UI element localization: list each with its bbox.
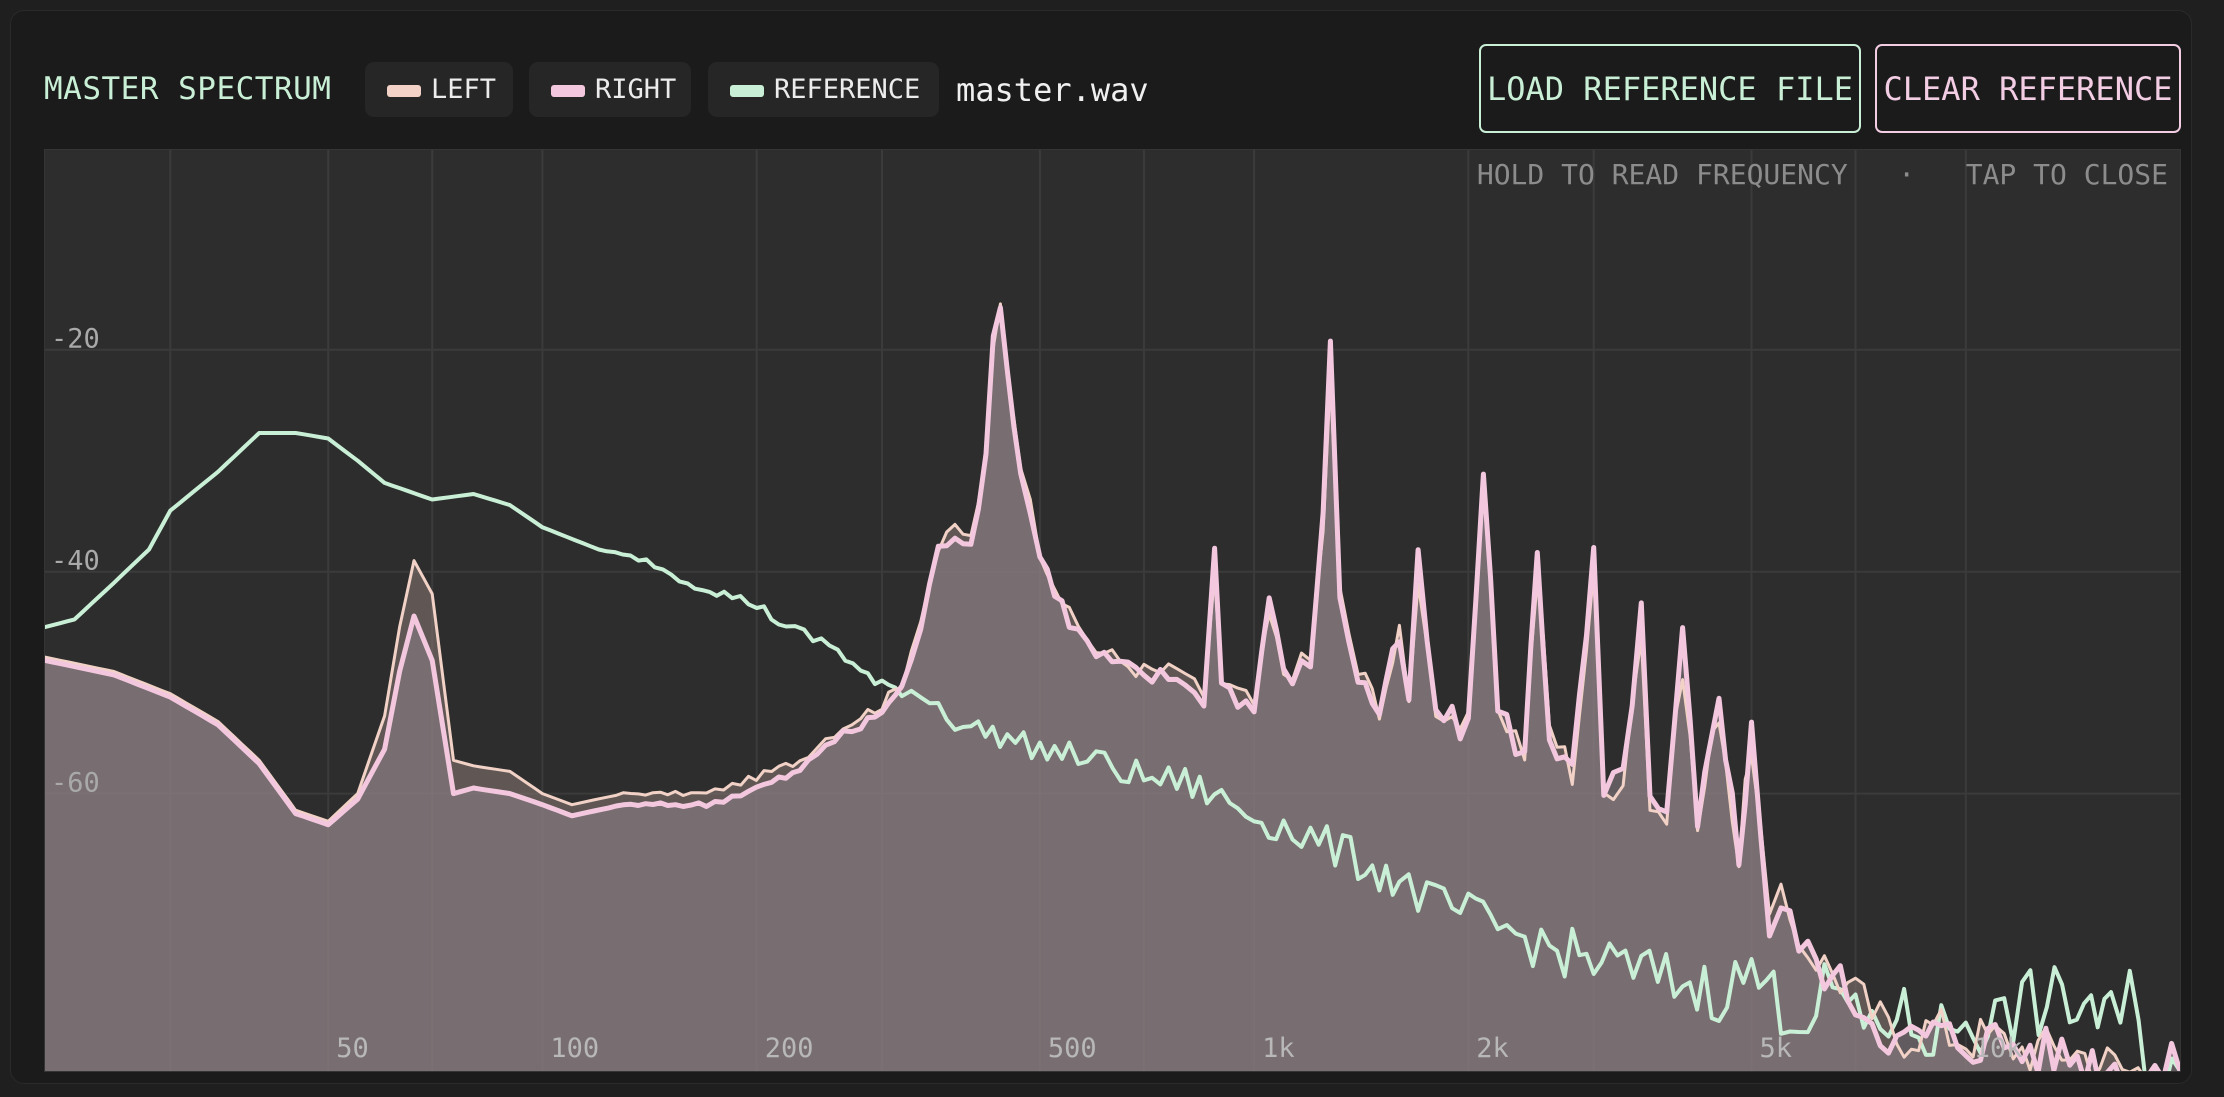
x-tick-label: 50 (336, 1033, 369, 1064)
chart-hint: HOLD TO READ FREQUENCY · TAP TO CLOSE (1476, 158, 2168, 191)
x-tick-label: 200 (765, 1033, 814, 1064)
legend-reference[interactable]: REFERENCE (708, 62, 939, 117)
legend-right[interactable]: RIGHT (529, 62, 691, 117)
legend-label-left: LEFT (431, 74, 497, 105)
x-tick-label: 10k (1974, 1033, 2023, 1064)
legend-swatch-right (551, 85, 585, 97)
spectrum-svg: -20 -40 -60 50 100 200 500 1k 2k 5k 10k (45, 150, 2180, 1071)
x-tick-label: 1k (1262, 1033, 1295, 1064)
x-tick-label: 500 (1048, 1033, 1097, 1064)
panel-title: MASTER SPECTRUM (44, 71, 332, 107)
x-tick-label: 2k (1476, 1033, 1509, 1064)
y-tick-label: -20 (51, 324, 100, 355)
clear-reference-button[interactable]: CLEAR REFERENCE (1875, 44, 2181, 133)
series-line-right (45, 305, 2180, 1071)
series-line-reference (45, 431, 2180, 1071)
legend-swatch-reference (730, 85, 764, 97)
series-fill-right (45, 307, 2180, 1071)
filename-label: master.wav (956, 71, 1149, 109)
x-tick-label: 5k (1760, 1033, 1793, 1064)
y-tick-label: -40 (51, 546, 100, 577)
legend-label-reference: REFERENCE (774, 74, 921, 105)
y-tick-label: -60 (51, 768, 100, 799)
legend-left[interactable]: LEFT (365, 62, 513, 117)
spectrum-chart[interactable]: -20 -40 -60 50 100 200 500 1k 2k 5k 10k HOLD TO RE… (44, 149, 2181, 1072)
legend-swatch-left (387, 85, 421, 97)
x-tick-label: 100 (550, 1033, 599, 1064)
legend-label-right: RIGHT (595, 74, 677, 105)
spectrum-panel: MASTER SPECTRUM LEFT RIGHT REFERENCE mas… (10, 10, 2192, 1084)
load-reference-button[interactable]: LOAD REFERENCE FILE (1479, 44, 1861, 133)
